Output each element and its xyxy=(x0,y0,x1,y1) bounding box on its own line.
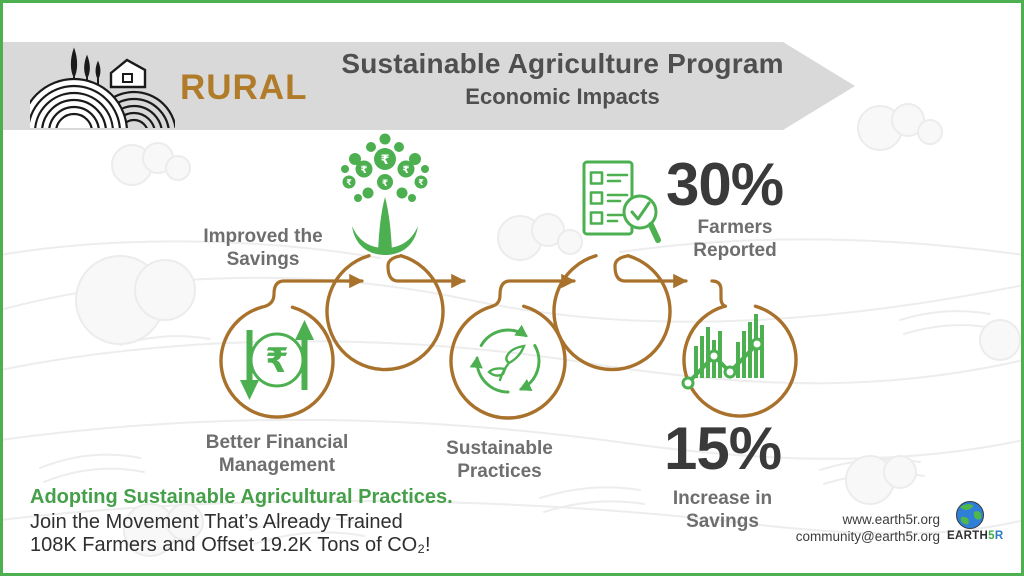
label-line: Practices xyxy=(457,461,542,482)
label-improved-savings: Improved the Savings xyxy=(158,225,368,271)
label-farmers-reported: Farmers Reported xyxy=(655,216,815,262)
circle-sustainable-practices xyxy=(449,304,567,420)
label-line: Better Financial xyxy=(205,432,349,453)
website-link[interactable]: www.earth5r.org xyxy=(842,512,940,527)
label-line: Improved the xyxy=(203,226,323,247)
sustainable-cycle-leaf-icon xyxy=(469,324,541,394)
circle-farmers-reported xyxy=(552,254,672,372)
coin-rupee-glyph: ₹ xyxy=(380,153,389,168)
node-circles xyxy=(219,254,798,420)
survey-checklist-icon xyxy=(582,160,661,243)
rupee-glyph: ₹ xyxy=(265,341,289,381)
flow-connectors xyxy=(260,254,728,309)
brand-rural-label: RURAL xyxy=(180,68,308,107)
connector-2 xyxy=(386,254,466,289)
label-line: Savings xyxy=(226,249,300,270)
connector-4 xyxy=(613,254,688,289)
label-line: Farmers xyxy=(697,217,773,238)
header-titles: Sustainable Agriculture Program Economic… xyxy=(300,48,825,110)
label-line: Sustainable xyxy=(446,438,553,459)
label-better-financial: Better Financial Management xyxy=(162,431,392,477)
page-subtitle: Economic Impacts xyxy=(465,84,660,109)
logo-r-text: R xyxy=(994,530,1004,542)
page-title: Sustainable Agriculture Program xyxy=(341,48,784,79)
stat-increase-savings: 15% xyxy=(664,415,782,482)
earth-globe-icon xyxy=(956,501,984,529)
circle-improved-savings xyxy=(325,254,445,372)
cta-block: Adopting Sustainable Agricultural Practi… xyxy=(30,486,500,557)
connector-5-hook xyxy=(710,279,728,308)
rupee-up-down-arrows-icon: ₹ xyxy=(240,320,314,400)
circle-increase-savings xyxy=(682,304,798,418)
cta-line-1: Join the Movement That’s Already Trained xyxy=(30,511,403,533)
connector-1 xyxy=(260,273,364,309)
coin-rupee-glyph: ₹ xyxy=(361,165,368,176)
down-arrow xyxy=(240,330,259,400)
cta-highlight: Adopting Sustainable Agricultural Practi… xyxy=(30,486,453,508)
faint-farmland-background xyxy=(0,103,1024,557)
coin-rupee-glyph: ₹ xyxy=(346,178,352,187)
label-line: Reported xyxy=(693,240,777,261)
logo-five-text: 5 xyxy=(988,530,995,542)
rupee-tree-in-hands-icon: ₹ ₹ ₹ ₹ ₹ ₹ xyxy=(341,133,429,255)
label-sustainable-practices: Sustainable Practices xyxy=(392,437,607,483)
cta-line-2: 108K Farmers and Offset 19.2K Tons of CO… xyxy=(30,534,431,556)
stat-farmers-reported: 30% xyxy=(666,151,784,218)
label-increase-savings: Increase in Savings xyxy=(640,487,805,533)
circle-better-financial xyxy=(219,305,335,419)
banner-arrow-shape xyxy=(783,42,855,130)
coin-rupee-glyph: ₹ xyxy=(403,165,410,176)
growth-chart-icon xyxy=(681,314,764,390)
coin-rupee-glyph: ₹ xyxy=(382,179,388,189)
earth5r-logo: EARTH5R xyxy=(947,499,1003,542)
cloud-doodles xyxy=(75,103,1021,557)
up-arrow xyxy=(295,320,314,390)
connector-3 xyxy=(490,273,576,308)
logo-wordmark: EARTH5R xyxy=(947,530,1003,542)
label-line: Increase in xyxy=(672,488,773,509)
farm-fields-icon xyxy=(30,47,175,128)
email-link[interactable]: community@earth5r.org xyxy=(795,529,940,544)
contact-block: www.earth5r.org community@earth5r.org xyxy=(796,511,940,545)
coin-rupee-glyph: ₹ xyxy=(418,178,424,187)
label-line: Management xyxy=(218,455,336,476)
logo-earth-text: EARTH xyxy=(947,530,989,542)
label-line: Savings xyxy=(686,511,759,532)
